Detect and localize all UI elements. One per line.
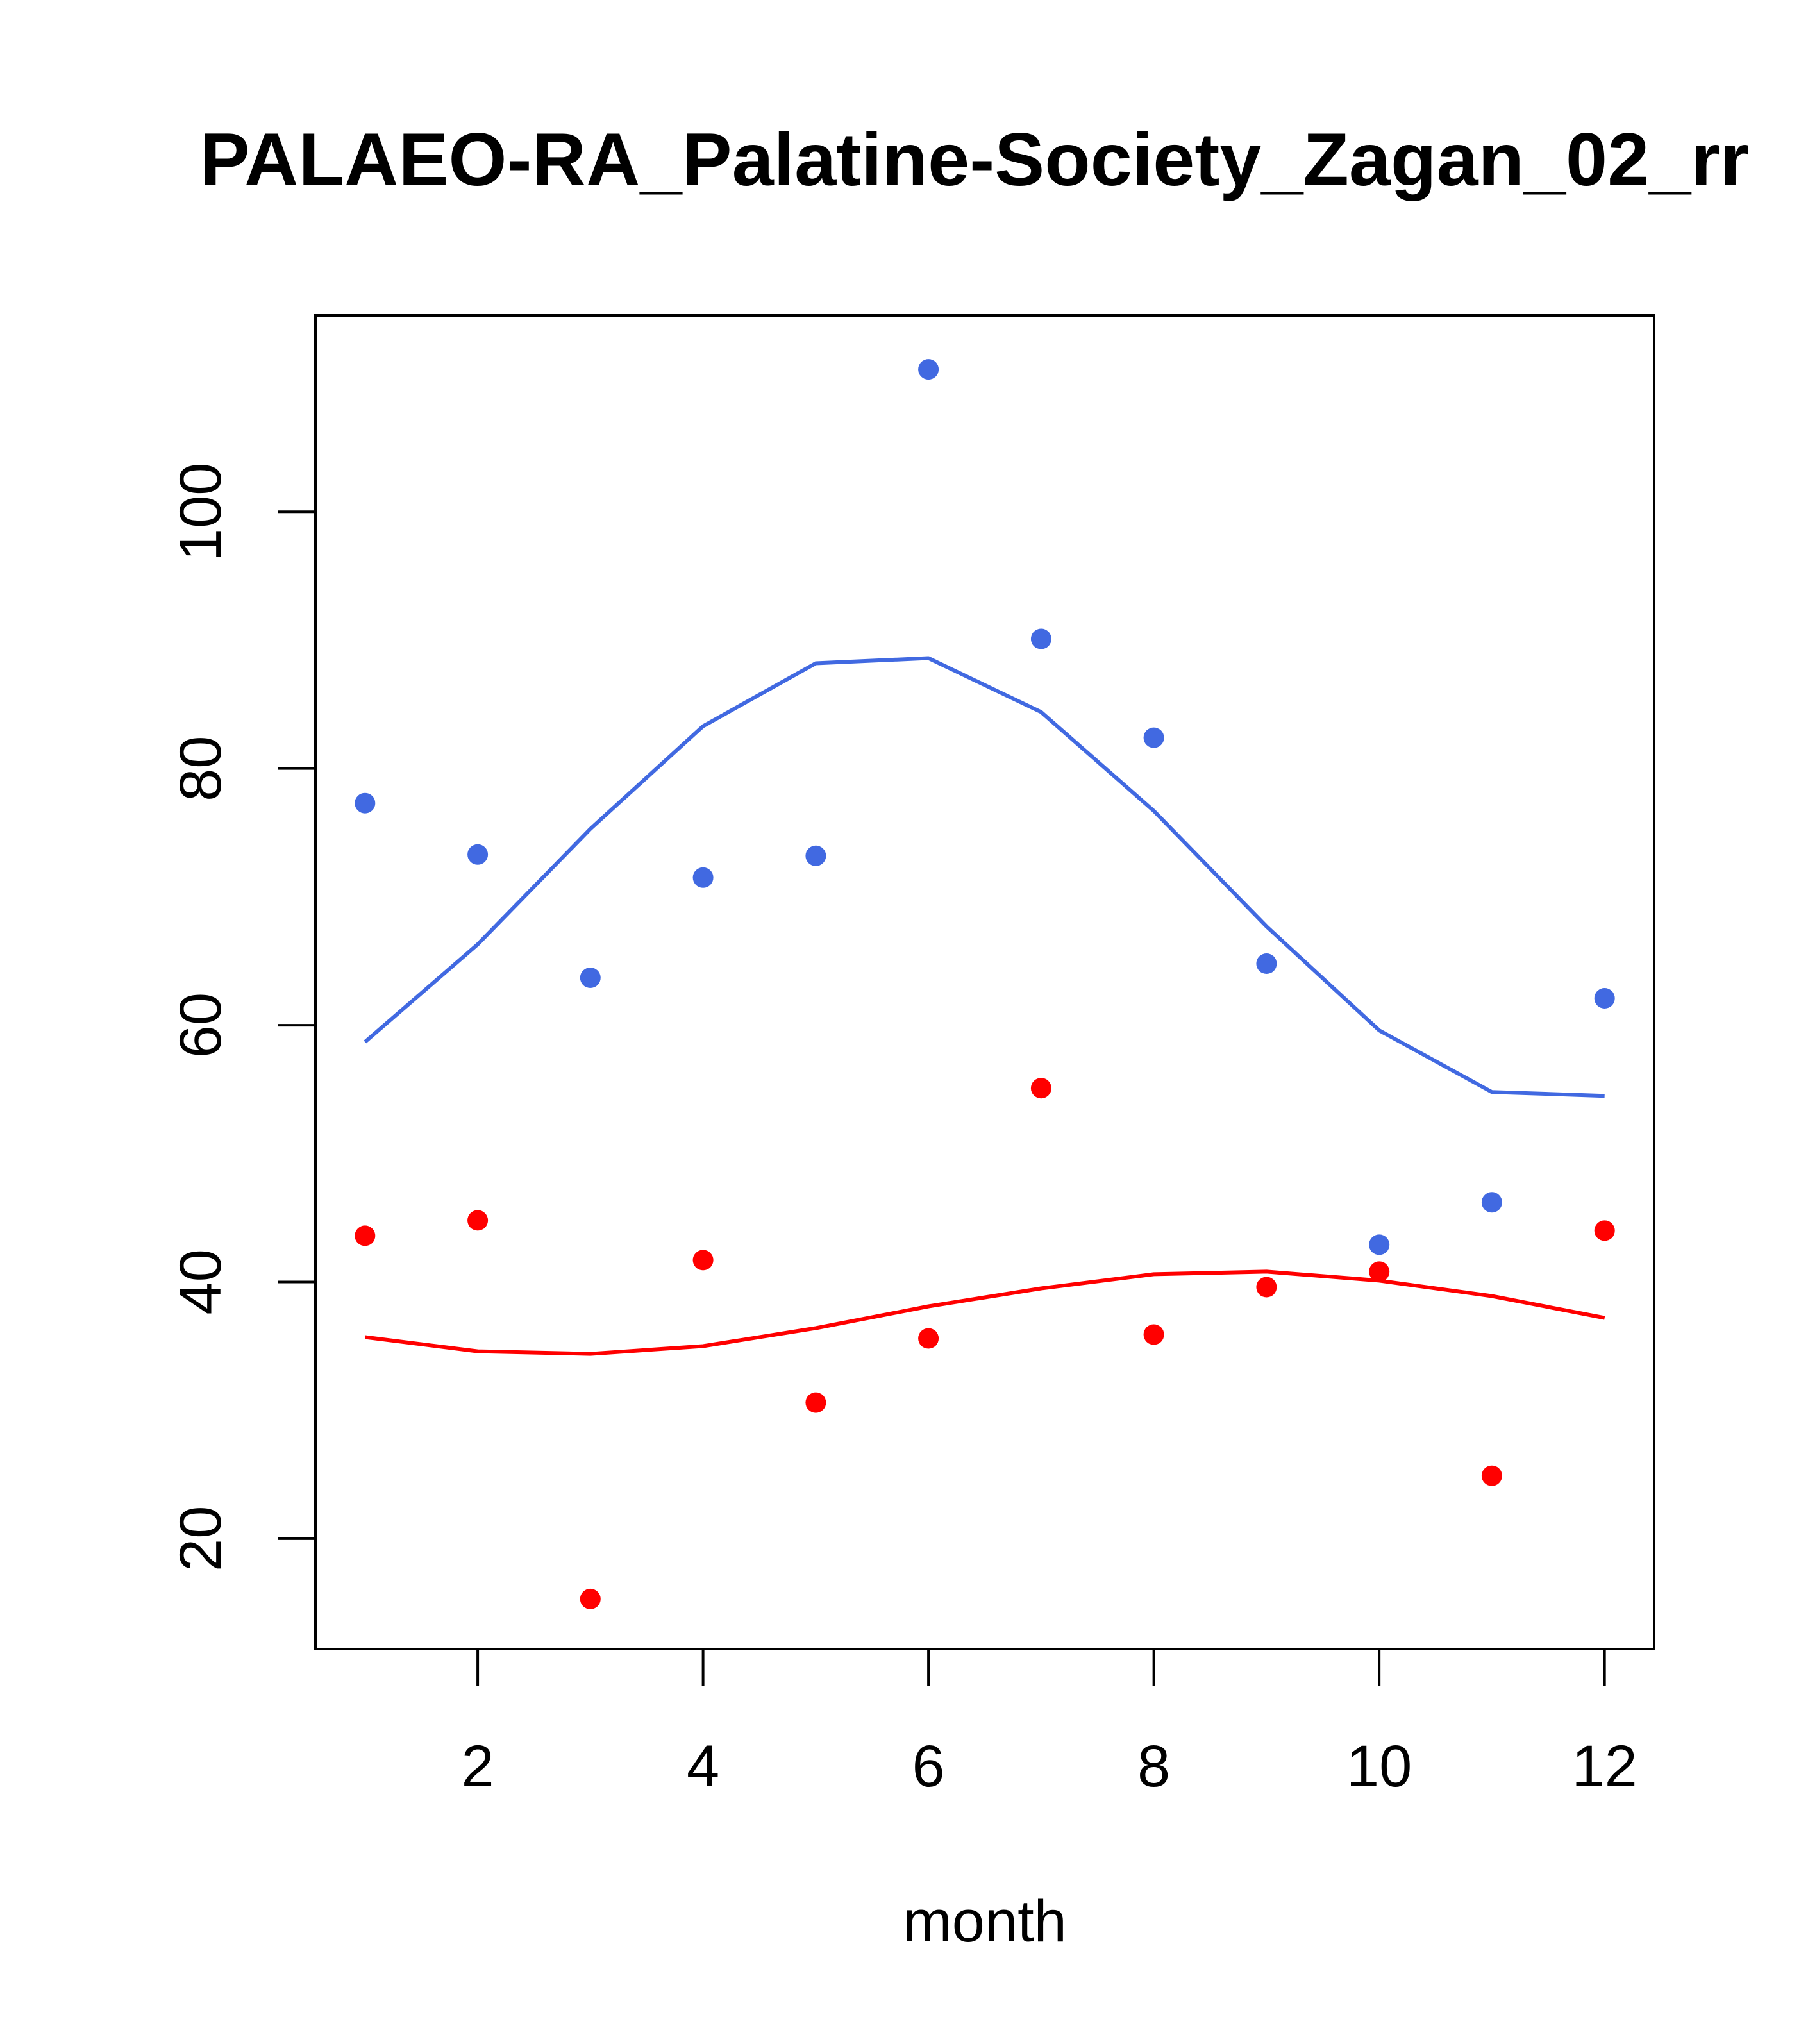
x-tick-label: 4: [687, 1734, 719, 1799]
data-point: [1594, 1220, 1615, 1241]
data-point: [805, 845, 826, 866]
x-tick-label: 2: [462, 1734, 494, 1799]
data-point: [1481, 1192, 1502, 1213]
y-tick-label: 80: [168, 736, 233, 801]
data-point: [1256, 953, 1277, 974]
data-point: [1481, 1465, 1502, 1486]
series-lines: [364, 656, 1605, 1356]
x-tick-label: 12: [1571, 1734, 1637, 1799]
y-tick-label: 20: [168, 1506, 233, 1571]
data-point: [467, 1210, 489, 1231]
y-tick-label: 40: [168, 1249, 233, 1314]
data-point: [467, 844, 489, 865]
x-axis-label: month: [903, 1889, 1067, 1954]
series-line-3: [364, 1269, 1605, 1356]
data-point: [692, 867, 714, 888]
data-point: [1256, 1277, 1277, 1298]
data-point: [1030, 1078, 1051, 1099]
data-point: [1369, 1234, 1390, 1255]
data-point: [692, 1250, 714, 1271]
chart-title: PALAEO-RA_Palatine-Society_Zagan_02_rr: [200, 117, 1750, 201]
data-point: [918, 359, 939, 380]
x-tick-label: 8: [1137, 1734, 1170, 1799]
data-point: [580, 968, 601, 988]
data-point: [1030, 628, 1051, 649]
data-point: [1369, 1261, 1390, 1282]
y-axis: 20 40 60 80 100: [168, 463, 317, 1571]
data-point: [355, 1225, 376, 1246]
data-point: [1143, 727, 1164, 748]
data-point: [1143, 1324, 1164, 1345]
data-point: [805, 1392, 826, 1413]
x-tick-label: 10: [1346, 1734, 1412, 1799]
x-axis: 2 4 6 8 10 12: [462, 1648, 1637, 1799]
series-line-1: [364, 656, 1605, 1098]
x-tick-label: 6: [912, 1734, 945, 1799]
series-points: [355, 359, 1615, 1609]
data-point: [918, 1328, 939, 1349]
data-point: [355, 792, 376, 814]
y-tick-label: 100: [168, 463, 233, 562]
data-point: [1594, 988, 1615, 1009]
y-tick-label: 60: [168, 993, 233, 1058]
data-point: [580, 1588, 601, 1609]
